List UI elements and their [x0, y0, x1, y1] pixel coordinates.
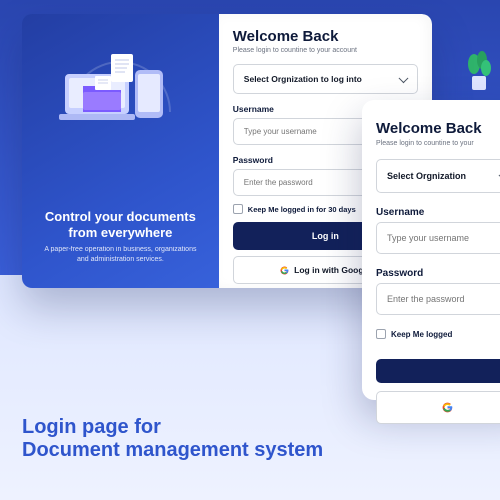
caption-line-1: Login page for: [22, 416, 323, 439]
page-caption: Login page for Document management syste…: [22, 416, 323, 462]
remember-label: Keep Me logged in for 30 days: [248, 205, 356, 214]
mobile-organization-select[interactable]: Select Orgnization: [376, 159, 500, 193]
mobile-username-input[interactable]: [376, 222, 500, 254]
documents-devices-illustration: [55, 42, 185, 138]
form-heading: Welcome Back: [233, 28, 418, 45]
mobile-organization-select-label: Select Orgnization: [387, 171, 466, 181]
mobile-username-label: Username: [376, 207, 500, 218]
google-icon: [442, 402, 453, 413]
hero-title: Control your documents from everywhere: [34, 209, 207, 242]
organization-select[interactable]: Select Orgnization to log into: [233, 64, 418, 94]
google-login-label: Log in with Google: [294, 265, 371, 275]
mobile-password-label: Password: [376, 268, 500, 279]
remember-checkbox[interactable]: [233, 204, 243, 214]
login-form-mobile: Welcome Back Please login to countine to…: [362, 100, 500, 400]
mobile-form-subheading: Please login to countine to your: [376, 140, 500, 147]
caption-line-2: Document management system: [22, 439, 323, 462]
mobile-password-input[interactable]: [376, 283, 500, 315]
canvas: Control your documents from everywhere A…: [0, 0, 500, 500]
mobile-remember-label: Keep Me logged: [391, 330, 452, 339]
hero-subtitle: A paper-free operation in business, orga…: [34, 245, 207, 274]
mobile-login-button[interactable]: [376, 359, 500, 383]
form-subheading: Please login to countine to your account: [233, 47, 418, 54]
mobile-google-login-button[interactable]: [376, 391, 500, 424]
google-icon: [280, 266, 289, 275]
hero-panel: Control your documents from everywhere A…: [22, 14, 219, 288]
plant-illustration: [464, 50, 494, 98]
mobile-form-heading: Welcome Back: [376, 120, 500, 137]
mobile-remember-checkbox-row[interactable]: Keep Me logged: [376, 329, 500, 339]
mobile-remember-checkbox[interactable]: [376, 329, 386, 339]
organization-select-label: Select Orgnization to log into: [244, 74, 362, 84]
